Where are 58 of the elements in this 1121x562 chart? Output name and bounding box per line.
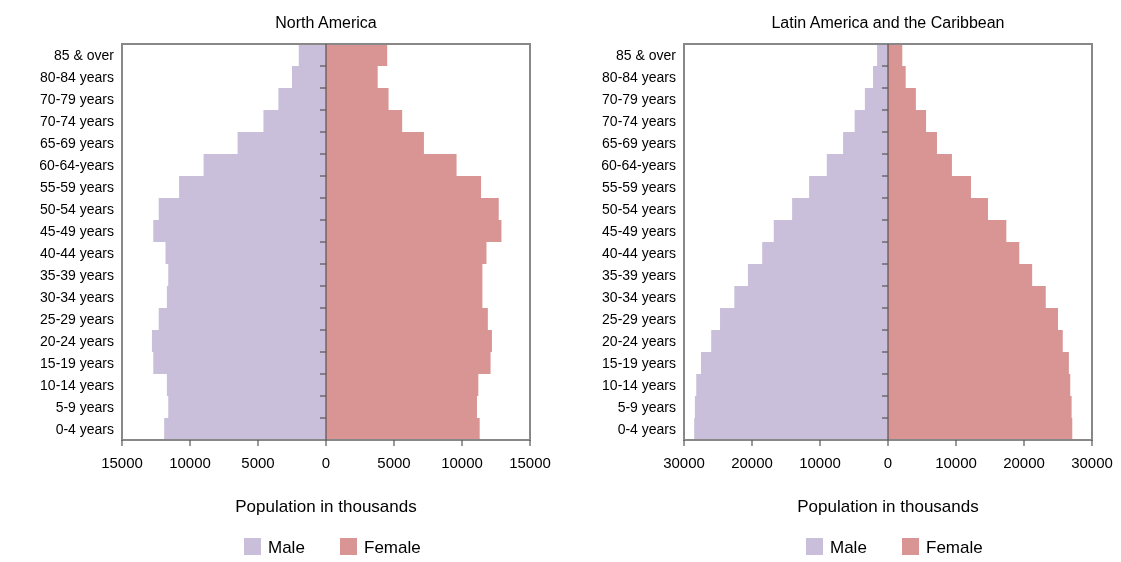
legend-label: Male: [830, 538, 867, 557]
y-tick-label: 55-59 years: [40, 179, 114, 195]
legend-label: Female: [364, 538, 421, 557]
y-tick-label: 5-9 years: [55, 399, 114, 415]
y-tick-label: 10-14 years: [40, 377, 114, 393]
x-tick-label: 10000: [169, 454, 211, 471]
x-tick-label: 15000: [101, 454, 143, 471]
x-tick-label: 20000: [1003, 454, 1045, 471]
chart-title: Latin America and the Caribbean: [771, 14, 1005, 31]
y-tick-label: 65-69 years: [40, 135, 114, 151]
x-tick-label: 10000: [441, 454, 483, 471]
y-tick-label: 70-79 years: [602, 91, 676, 107]
y-tick-label: 25-29 years: [602, 311, 676, 327]
legend-label: Male: [268, 538, 305, 557]
x-tick-label: 5000: [241, 454, 275, 471]
y-tick-label: 45-49 years: [40, 223, 114, 239]
legend-label: Female: [926, 538, 983, 557]
y-tick-label: 20-24 years: [40, 333, 114, 349]
y-tick-label: 85 & over: [54, 47, 115, 63]
y-tick-label: 70-79 years: [40, 91, 114, 107]
y-tick-label: 80-84 years: [602, 69, 676, 85]
chart-title: North America: [275, 14, 377, 31]
y-tick-label: 60-64-years: [601, 157, 676, 173]
y-tick-label: 5-9 years: [617, 399, 676, 415]
y-tick-label: 30-34 years: [40, 289, 114, 305]
y-tick-label: 15-19 years: [602, 355, 676, 371]
y-tick-label: 0-4 years: [617, 421, 676, 437]
x-tick-label: 30000: [663, 454, 705, 471]
y-tick-label: 50-54 years: [602, 201, 676, 217]
y-tick-label: 45-49 years: [602, 223, 676, 239]
y-tick-label: 15-19 years: [40, 355, 114, 371]
y-tick-label: 0-4 years: [55, 421, 114, 437]
y-tick-label: 30-34 years: [602, 289, 676, 305]
x-tick-label: 0: [883, 454, 893, 471]
y-tick-label: 50-54 years: [40, 201, 114, 217]
y-tick-label: 35-39 years: [602, 267, 676, 283]
y-tick-label: 40-44 years: [602, 245, 676, 261]
x-axis-title: Population in thousands: [235, 497, 417, 516]
x-tick-label: 15000: [509, 454, 551, 471]
y-tick-label: 35-39 years: [40, 267, 114, 283]
x-axis-title: Population in thousands: [797, 497, 979, 516]
y-tick-label: 40-44 years: [40, 245, 114, 261]
y-tick-label: 60-64-years: [39, 157, 114, 173]
y-tick-label: 80-84 years: [40, 69, 114, 85]
y-tick-label: 55-59 years: [602, 179, 676, 195]
y-tick-label: 25-29 years: [40, 311, 114, 327]
y-tick-label: 85 & over: [616, 47, 677, 63]
x-tick-label: 5000: [377, 454, 411, 471]
y-tick-label: 20-24 years: [602, 333, 676, 349]
x-tick-label: 20000: [731, 454, 773, 471]
x-tick-label: 10000: [799, 454, 841, 471]
y-tick-label: 70-74 years: [602, 113, 676, 129]
y-tick-label: 10-14 years: [602, 377, 676, 393]
y-tick-label: 70-74 years: [40, 113, 114, 129]
x-tick-label: 30000: [1071, 454, 1113, 471]
y-tick-label: 65-69 years: [602, 135, 676, 151]
x-tick-label: 10000: [935, 454, 977, 471]
x-tick-label: 0: [321, 454, 331, 471]
